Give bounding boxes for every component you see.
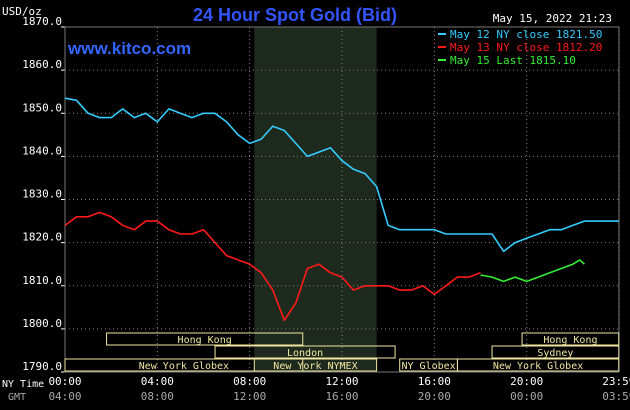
- legend-entry: May 12 NY close 1821.50: [450, 28, 602, 41]
- x-tick-label-gmt: 08:00: [141, 390, 174, 403]
- x-tick-label-ny: 20:00: [510, 375, 543, 388]
- y-tick-label: 1800.0: [22, 317, 62, 330]
- session-box: [214, 345, 396, 359]
- series-line: [480, 259, 585, 283]
- x-tick-label-ny: 04:00: [141, 375, 174, 388]
- plot-border: [64, 26, 620, 373]
- session-box: [456, 358, 620, 372]
- x-tick-label-ny: 23:59: [602, 375, 630, 388]
- x-tick-label-gmt: 16:00: [325, 390, 358, 403]
- x-tick-label-ny: 16:00: [418, 375, 451, 388]
- series-line: [64, 211, 481, 322]
- y-tick-label: 1870.0: [22, 15, 62, 28]
- gmt-label: GMT: [8, 392, 26, 403]
- session-box: [521, 332, 620, 346]
- session-label: New York NYMEX: [273, 361, 357, 372]
- session-box: [64, 358, 304, 372]
- y-tick-label: 1820.0: [22, 231, 62, 244]
- y-tick-label: 1790.0: [22, 360, 62, 373]
- session-label: NY Globex: [401, 361, 455, 372]
- chart-title: 24 Hour Spot Gold (Bid): [193, 5, 397, 25]
- series-line: [64, 97, 619, 253]
- session-label: New York Globex: [139, 361, 229, 372]
- shaded-interval: [254, 27, 377, 372]
- session-label: Sydney: [537, 348, 573, 359]
- timestamp: May 15, 2022 21:23: [493, 12, 612, 25]
- legend-entry: May 13 NY close 1812.20: [450, 41, 602, 54]
- session-label: New York Globex: [493, 361, 583, 372]
- ny-time-label: NY Time: [2, 379, 44, 390]
- session-box: [491, 345, 620, 359]
- x-tick-label-ny: 00:00: [48, 375, 81, 388]
- session-label: Hong Kong: [178, 335, 232, 346]
- x-tick-label-ny: 12:00: [325, 375, 358, 388]
- y-tick-label: 1850.0: [22, 101, 62, 114]
- legend-entry: May 15 Last 1815.10: [450, 54, 576, 67]
- x-tick-label-gmt: 20:00: [418, 390, 451, 403]
- site-watermark: www.kitco.com: [67, 39, 191, 58]
- x-tick-label-gmt: 12:00: [233, 390, 266, 403]
- session-label: Hong Kong: [543, 335, 597, 346]
- y-tick-label: 1830.0: [22, 188, 62, 201]
- y-tick-label: 1860.0: [22, 58, 62, 71]
- x-tick-label-gmt: 00:00: [510, 390, 543, 403]
- y-tick-label: 1810.0: [22, 274, 62, 287]
- session-label: London: [287, 348, 323, 359]
- unit-label: USD/oz: [2, 5, 42, 18]
- y-tick-label: 1840.0: [22, 144, 62, 157]
- x-tick-label-ny: 08:00: [233, 375, 266, 388]
- session-box: [106, 332, 304, 346]
- x-tick-label-gmt: 04:00: [48, 390, 81, 403]
- x-tick-label-gmt: 03:59: [602, 390, 630, 403]
- session-box: [253, 358, 378, 372]
